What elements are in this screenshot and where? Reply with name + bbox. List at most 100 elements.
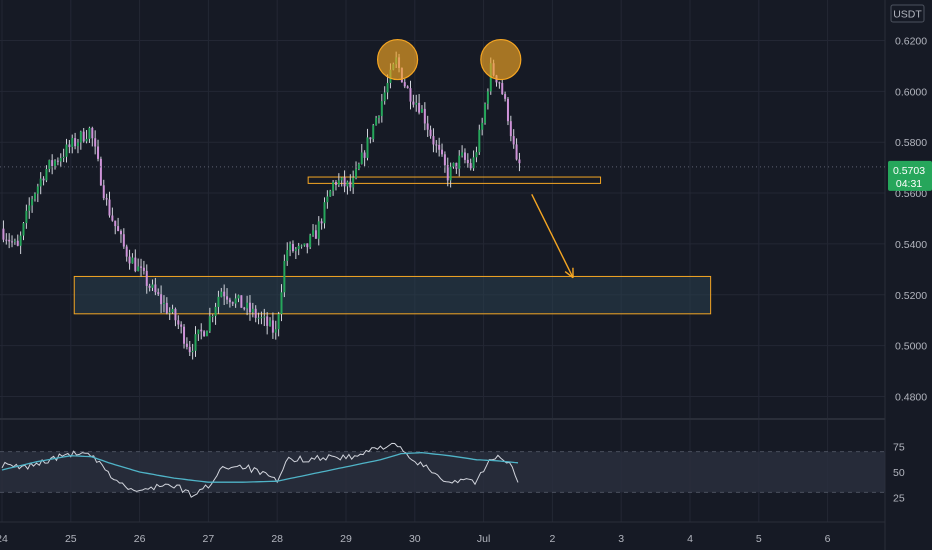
candle-down xyxy=(228,299,231,303)
candle-down xyxy=(105,198,108,200)
price-tick-label: 0.4800 xyxy=(895,391,927,403)
candle-up xyxy=(481,122,484,130)
candle-up xyxy=(274,329,277,333)
candle-up xyxy=(22,223,25,236)
candle-down xyxy=(412,101,415,105)
candle-down xyxy=(203,331,206,337)
candle-down xyxy=(108,199,111,216)
candle-down xyxy=(466,159,469,164)
candle-up xyxy=(197,329,200,335)
candle-down xyxy=(165,302,168,314)
candle-down xyxy=(266,316,269,326)
rsi-tick-label: 25 xyxy=(893,493,905,505)
candle-down xyxy=(97,146,100,159)
candle-up xyxy=(366,137,369,158)
candle-up xyxy=(214,306,217,317)
time-tick-label: Jul xyxy=(477,533,490,545)
candle-down xyxy=(504,94,507,99)
candle-up xyxy=(377,116,380,118)
candle-down xyxy=(409,88,412,102)
candle-down xyxy=(469,163,472,169)
projection-arrow[interactable] xyxy=(531,194,574,279)
candle-down xyxy=(42,178,45,181)
candle-up xyxy=(263,316,266,318)
candle-down xyxy=(363,152,366,158)
candle-up xyxy=(415,102,418,105)
candle-up xyxy=(19,235,22,246)
candle-up xyxy=(131,257,134,264)
candle-up xyxy=(208,316,211,332)
candle-up xyxy=(194,334,197,351)
candle-down xyxy=(231,302,234,304)
candle-down xyxy=(154,284,157,293)
time-axis[interactable]: 24 25 26 27 28 29 30 Jul 2 3 4 5 6 xyxy=(0,533,831,545)
target-zone-zone[interactable] xyxy=(73,275,712,315)
candle-up xyxy=(33,193,36,199)
neckline-zone[interactable] xyxy=(307,176,602,184)
candle-up xyxy=(360,152,363,164)
currency-label: USDT xyxy=(893,9,922,21)
time-tick-label: 27 xyxy=(203,533,215,545)
candle-up xyxy=(286,250,289,261)
candle-down xyxy=(435,144,438,146)
candle-down xyxy=(446,165,449,181)
candle-down xyxy=(343,177,346,187)
candle-down xyxy=(226,296,229,300)
candle-up xyxy=(332,181,335,191)
candle-down xyxy=(443,154,446,166)
candle-up xyxy=(478,129,481,153)
price-badge-background xyxy=(888,160,932,191)
candle-up xyxy=(260,317,263,319)
candle-up xyxy=(79,131,82,143)
candle-down xyxy=(334,181,337,185)
projection-arrow-head xyxy=(564,271,574,279)
candle-down xyxy=(254,308,257,318)
price-tick-label: 0.5200 xyxy=(895,290,927,302)
candle-down xyxy=(68,144,71,148)
rsi-band xyxy=(0,451,885,493)
candle-down xyxy=(515,144,518,160)
candle-up xyxy=(340,177,343,181)
candle-down xyxy=(463,152,466,160)
first-top-circle[interactable] xyxy=(377,38,419,81)
candle-down xyxy=(117,226,120,232)
candle-up xyxy=(220,291,223,297)
candle-up xyxy=(475,152,478,158)
candle-down xyxy=(102,185,105,199)
candle-up xyxy=(486,91,489,104)
candle-down xyxy=(5,239,8,241)
candle-up xyxy=(269,320,272,326)
price-axis[interactable]: 0.6200 0.6000 0.5800 0.5600 0.5400 0.5200 0.50… xyxy=(895,36,927,404)
candle-up xyxy=(294,249,297,252)
second-top-circle[interactable] xyxy=(480,38,522,81)
candle-up xyxy=(289,243,292,251)
candle-up xyxy=(472,157,475,169)
rsi-axis[interactable]: 75 50 25 xyxy=(893,442,905,505)
candle-up xyxy=(277,314,280,330)
candle-down xyxy=(134,257,137,272)
candle-up xyxy=(357,163,360,170)
candle-up xyxy=(257,317,260,319)
candle-down xyxy=(314,230,317,239)
candle-down xyxy=(94,138,97,147)
price-badge-value: 0.5703 xyxy=(893,165,925,177)
price-badge-countdown: 04:31 xyxy=(896,178,922,190)
currency-label-box[interactable] xyxy=(890,4,925,23)
candle-down xyxy=(418,102,421,113)
candle-up xyxy=(309,235,312,248)
candle-down xyxy=(119,231,122,235)
candle-up xyxy=(386,82,389,93)
time-tick-label: 24 xyxy=(0,533,8,545)
candle-down xyxy=(518,159,521,164)
candle-up xyxy=(137,266,140,272)
candle-up xyxy=(317,221,320,239)
candle-up xyxy=(237,295,240,299)
candle-down xyxy=(148,285,151,288)
candle-up xyxy=(329,190,332,197)
candle-up xyxy=(36,186,39,194)
candle-down xyxy=(248,302,251,313)
candle-up xyxy=(383,92,386,102)
time-tick-label: 3 xyxy=(618,533,624,545)
candle-up xyxy=(280,292,283,315)
